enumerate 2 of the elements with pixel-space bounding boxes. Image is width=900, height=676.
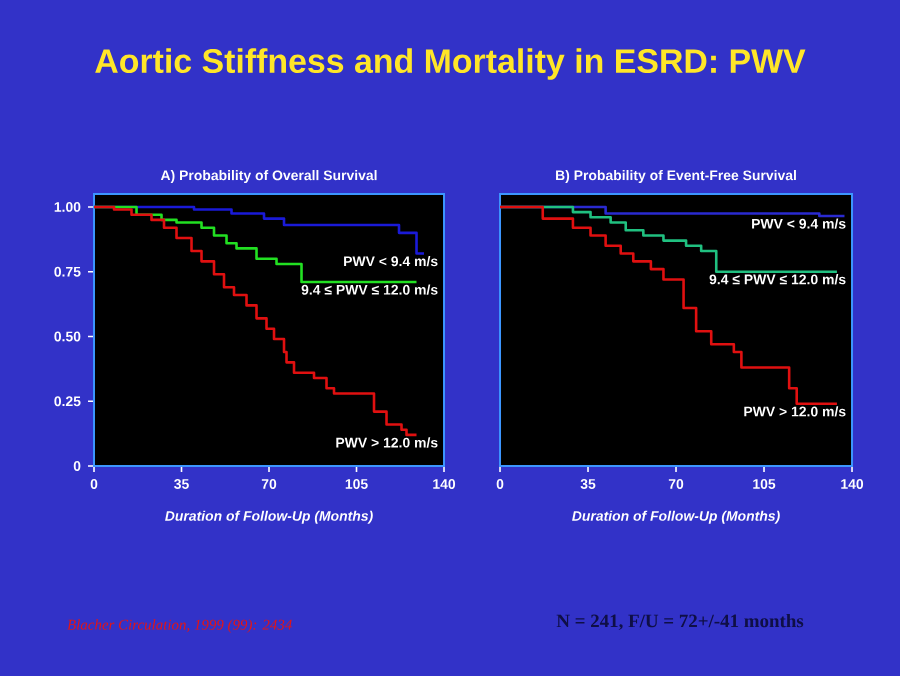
text: Aortic Stiffness and Mortality in ESRD: PWV bbox=[95, 48, 806, 80]
text: N = 241, F/U = 72+/-41 months bbox=[556, 613, 804, 631]
